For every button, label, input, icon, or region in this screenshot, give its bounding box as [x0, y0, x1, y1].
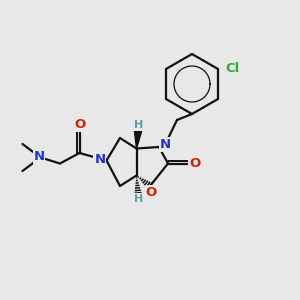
Polygon shape [134, 131, 142, 148]
Text: N: N [160, 138, 171, 151]
Text: N: N [94, 153, 106, 167]
Text: H: H [134, 120, 143, 130]
Text: O: O [75, 118, 86, 131]
Text: Cl: Cl [226, 61, 240, 75]
Text: H: H [134, 194, 143, 204]
Text: N: N [33, 150, 45, 163]
Text: O: O [146, 186, 157, 199]
Text: O: O [189, 157, 201, 170]
